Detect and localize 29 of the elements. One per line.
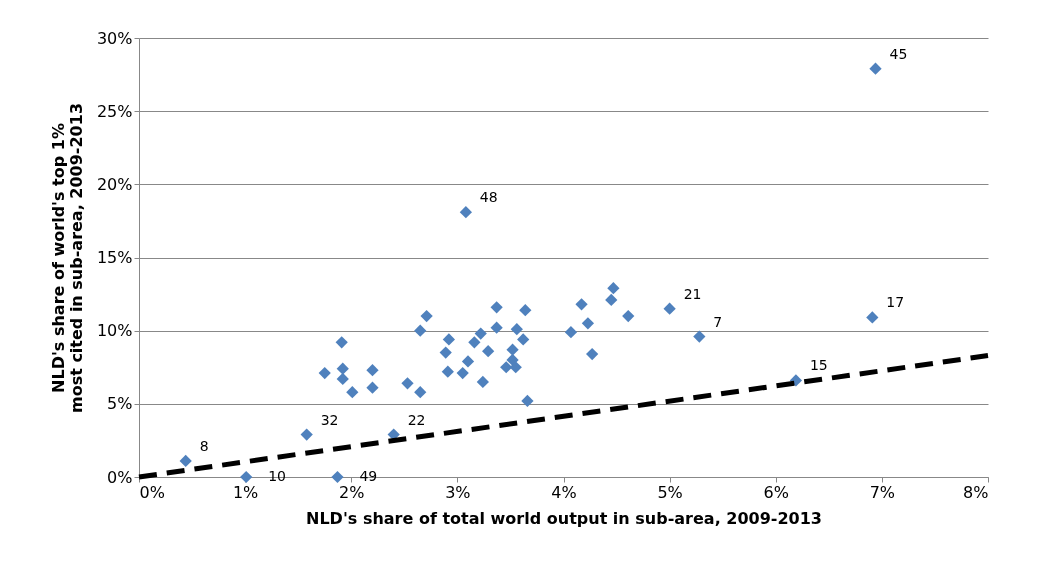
- annotation: 45: [889, 45, 908, 62]
- x-tick-label: 3%: [445, 482, 471, 502]
- annotation: 21: [683, 285, 702, 302]
- annotation: 48: [479, 189, 498, 206]
- x-axis-title: NLD's share of total world output in sub-area, 2009-2013: [306, 508, 822, 528]
- annotation: 7: [713, 313, 723, 330]
- x-tick-label: 5%: [657, 482, 683, 502]
- annotation: 17: [886, 294, 905, 311]
- x-tick-label: 2%: [339, 482, 365, 502]
- annotation: 15: [809, 357, 828, 374]
- x-tick-label: 8%: [963, 482, 989, 502]
- y-tick-label: 0%: [107, 467, 133, 487]
- annotation: 49: [359, 468, 378, 484]
- y-tick-label: 25%: [96, 101, 133, 121]
- annotation: 32: [320, 411, 339, 428]
- x-tick-label: 6%: [763, 482, 789, 502]
- y-tick-label: 10%: [96, 321, 133, 341]
- x-tick-label: 4%: [551, 482, 577, 502]
- y-tick-label: 5%: [107, 394, 133, 414]
- y-tick-label: 15%: [96, 248, 133, 267]
- x-tick-label: 0%: [139, 482, 165, 502]
- annotation: 8: [199, 437, 209, 454]
- y-axis-title: NLD's share of world's top 1% most cited in sub-area, 2009-2013: [48, 102, 86, 414]
- annotation: 10: [268, 468, 287, 484]
- y-tick-label: 30%: [96, 28, 133, 48]
- x-tick-label: 7%: [869, 482, 896, 502]
- x-tick-label: 1%: [232, 482, 259, 502]
- y-tick-label: 20%: [96, 174, 133, 194]
- annotation: 22: [407, 411, 426, 428]
